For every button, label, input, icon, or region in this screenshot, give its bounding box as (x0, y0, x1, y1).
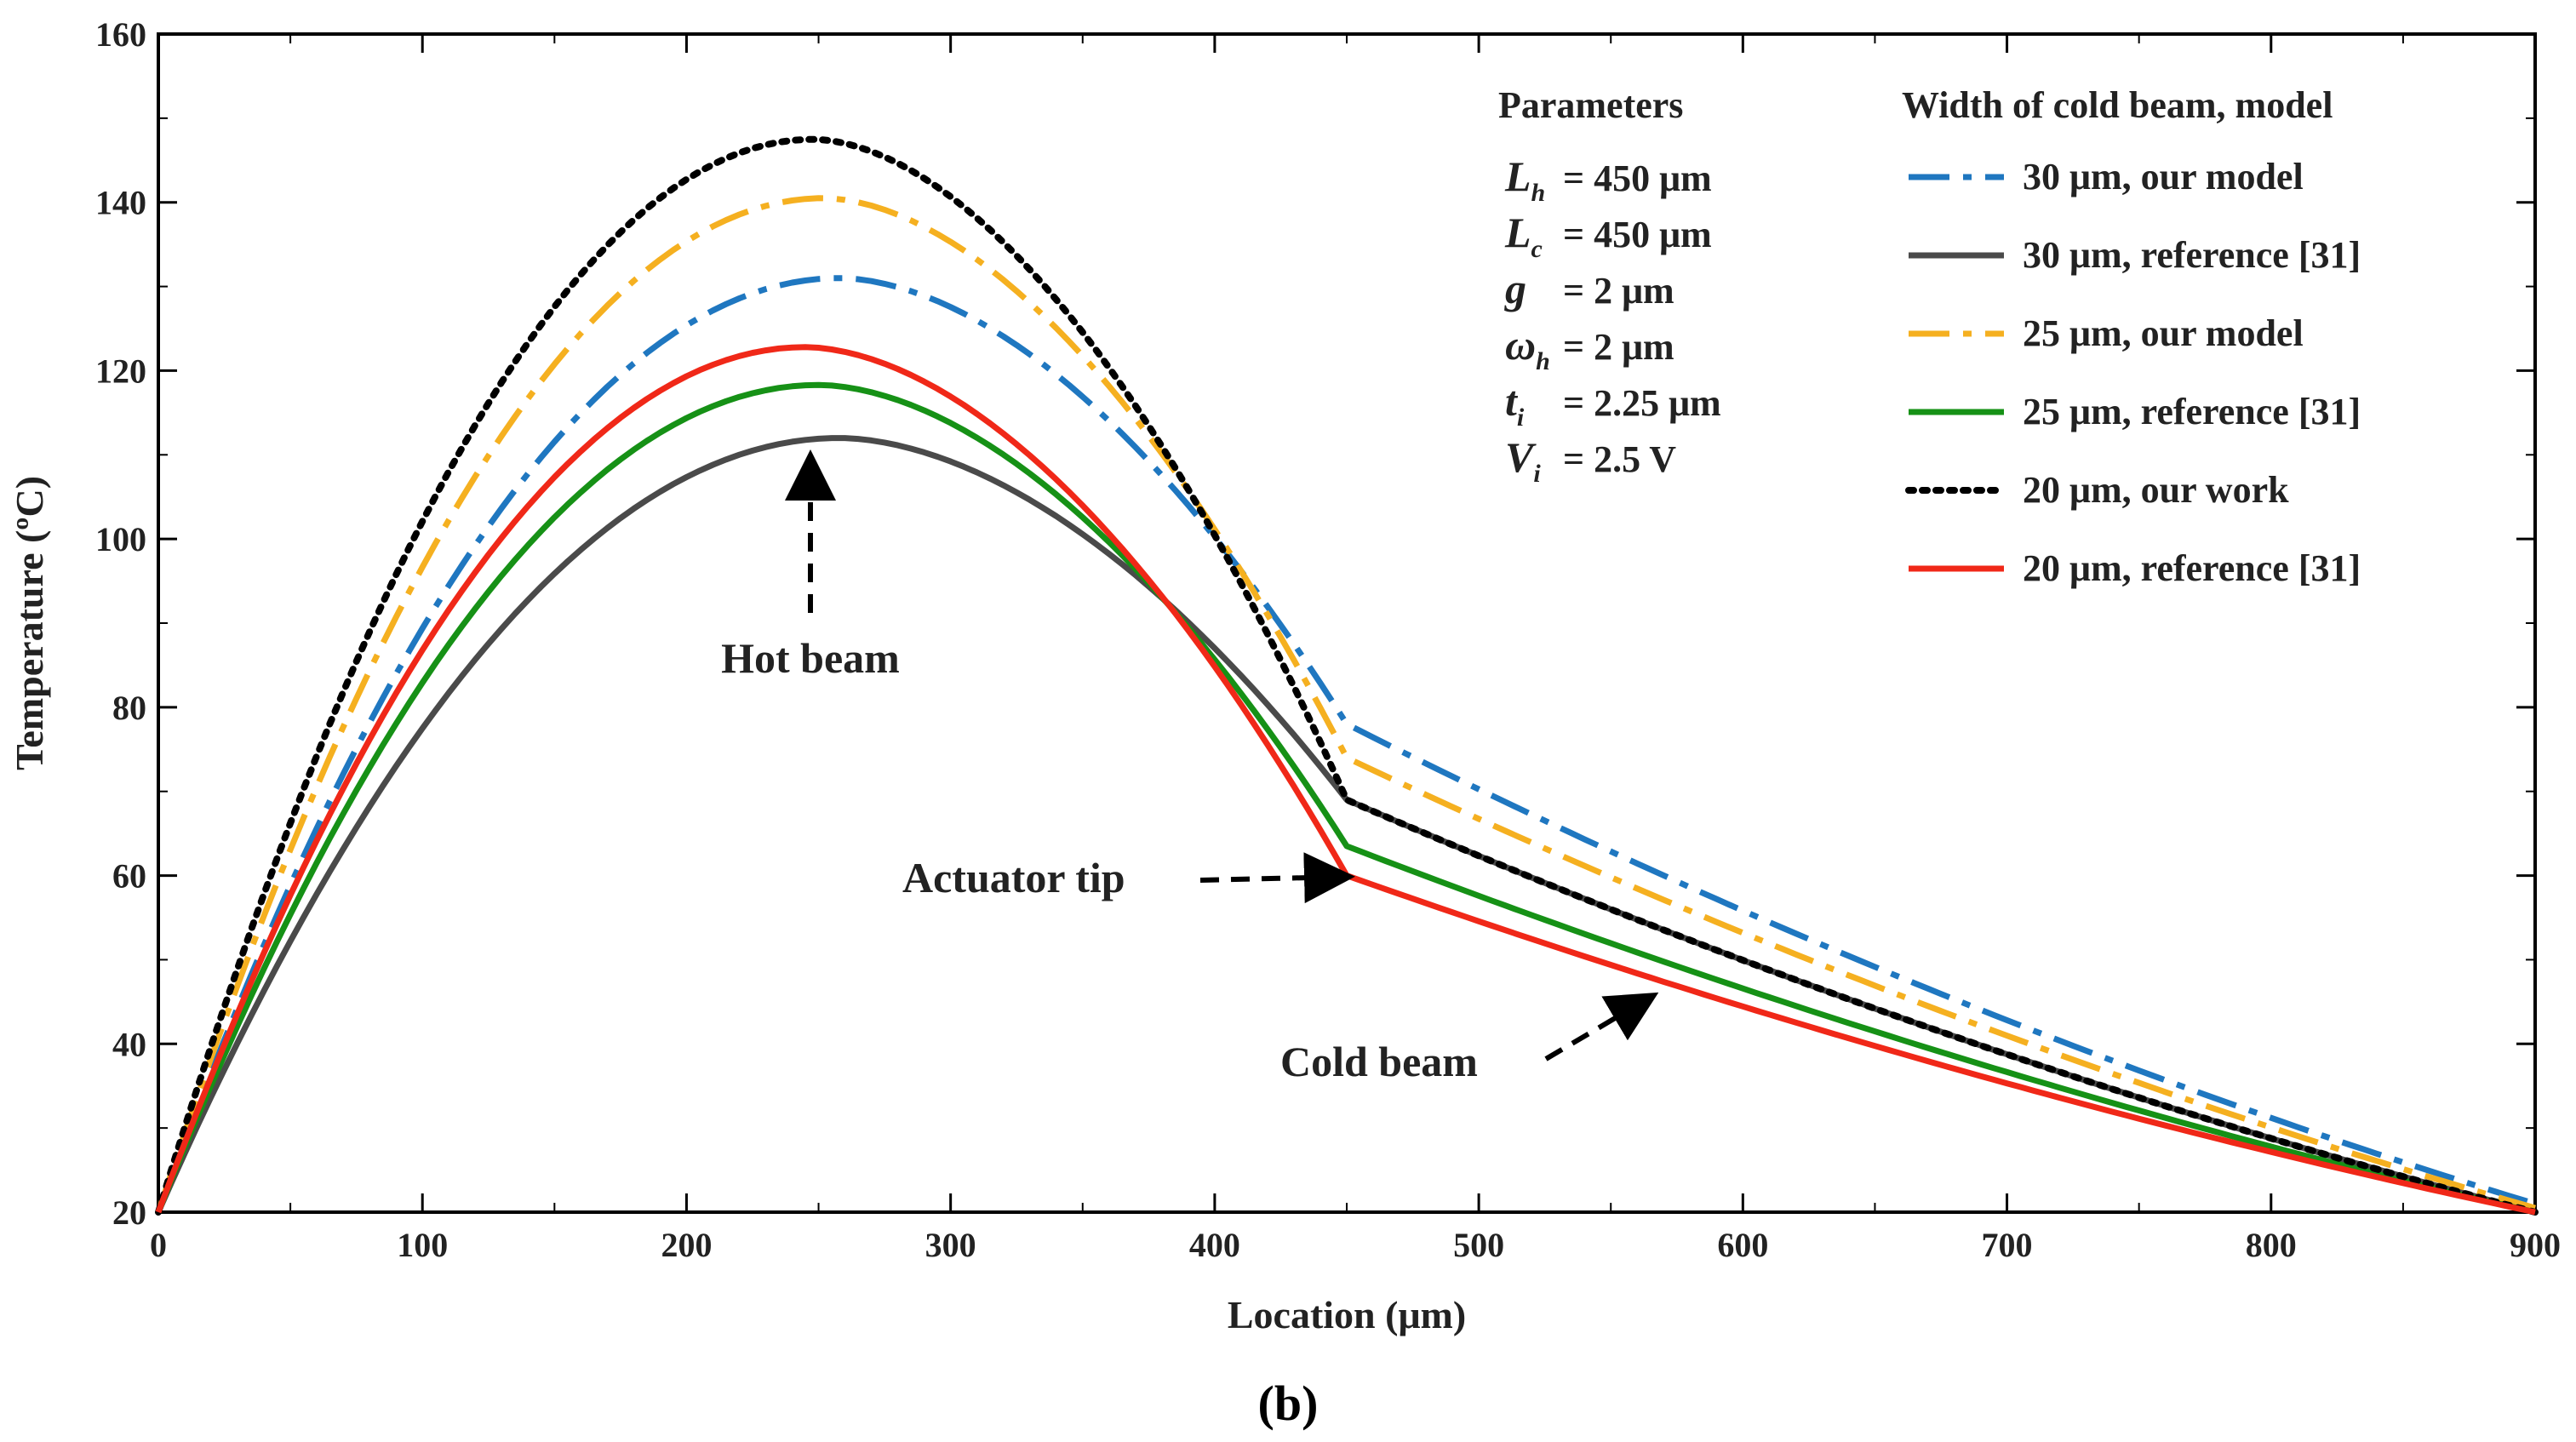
parameter-row: Vi = 2.5 V (1505, 433, 1676, 488)
y-axis-title: Temperature (ºC) (8, 476, 51, 770)
legend: Width of cold beam, model 30 μm, our mode… (1902, 84, 2361, 589)
annotation-label: Actuator tip (902, 854, 1125, 901)
y-tick-label: 100 (95, 520, 146, 558)
y-tick-label: 20 (112, 1193, 146, 1232)
parameter-row: Lc = 450 μm (1504, 209, 1712, 263)
parameter-row: g = 2 μm (1504, 265, 1674, 312)
plot-frame (157, 32, 2537, 1214)
x-axis-ticks: 0 100 200 300 400 500 600 700 800 900 (150, 34, 2561, 1264)
legend-label: 20 μm, reference [31] (2023, 547, 2361, 589)
legend-label: 20 μm, our work (2023, 469, 2289, 511)
y-axis-ticks: 20 40 60 80 100 120 140 160 (95, 15, 2535, 1232)
x-tick-label: 800 (2246, 1226, 2297, 1264)
parameters-title: Parameters (1498, 84, 1683, 126)
legend-label: 30 μm, reference [31] (2023, 234, 2361, 276)
x-tick-label: 0 (150, 1226, 167, 1264)
x-tick-label: 500 (1453, 1226, 1504, 1264)
annotation-label: Cold beam (1280, 1038, 1478, 1085)
x-tick-label: 900 (2510, 1226, 2561, 1264)
y-tick-label: 160 (95, 15, 146, 54)
legend-title: Width of cold beam, model (1902, 84, 2333, 126)
y-tick-label: 140 (95, 184, 146, 222)
x-tick-label: 700 (1982, 1226, 2033, 1264)
series-line-3 (155, 195, 2536, 1214)
x-axis-title: Location (μm) (1228, 1293, 1466, 1336)
annotation-label: Hot beam (721, 634, 900, 682)
x-tick-label: 200 (661, 1226, 712, 1264)
series-line-4 (155, 381, 2536, 1216)
y-tick-label: 60 (112, 857, 146, 896)
x-tick-label: 300 (925, 1226, 976, 1264)
legend-label: 30 μm, our model (2023, 156, 2304, 197)
y-tick-label: 120 (95, 352, 146, 390)
legend-label: 25 μm, reference [31] (2023, 391, 2361, 432)
parameter-row: Lh = 450 μm (1504, 152, 1712, 207)
x-tick-label: 400 (1189, 1226, 1240, 1264)
legend-label: 25 μm, our model (2023, 312, 2304, 354)
x-tick-label: 100 (397, 1226, 448, 1264)
annotations: Hot beam Actuator tip Cold beam (721, 449, 1659, 1085)
parameter-row: ωh = 2 μm (1505, 321, 1674, 375)
x-tick-label: 600 (1717, 1226, 1768, 1264)
y-tick-label: 80 (112, 689, 146, 727)
annotation-arrow (1544, 992, 1659, 1061)
series-lines (155, 135, 2539, 1216)
series-line-5 (155, 135, 2539, 1216)
parameter-row: ti = 2.25 μm (1505, 377, 1721, 432)
y-tick-label: 40 (112, 1025, 146, 1063)
figure-caption: (b) (1258, 1376, 1319, 1431)
series-line-1 (155, 275, 2537, 1214)
annotation-arrow (1199, 852, 1355, 904)
